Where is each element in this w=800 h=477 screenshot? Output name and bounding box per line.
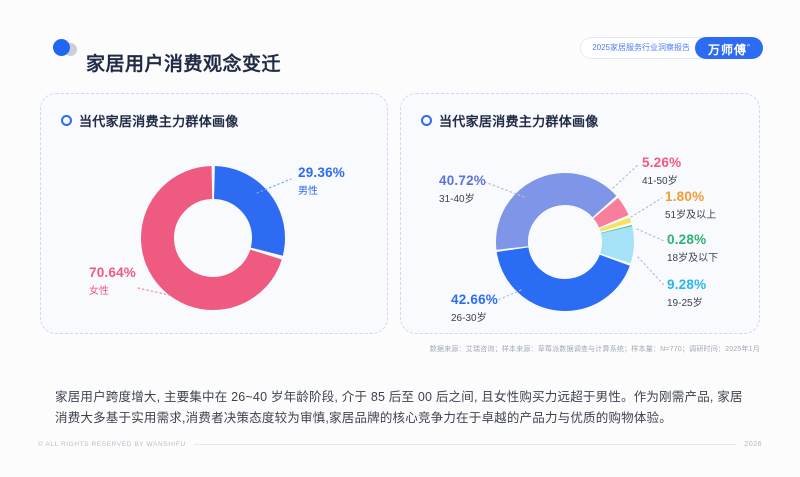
label-19-25: 9.28% 19-25岁 <box>667 277 706 309</box>
header-badge: 2025家居服务行业洞察报告 万师傅” <box>580 37 763 59</box>
label-male: 29.36% 男性 <box>298 165 345 197</box>
report-name-pill: 2025家居服务行业洞察报告 <box>580 37 711 59</box>
card-header: 当代家居消费主力群体画像 <box>421 111 599 130</box>
label-under-18: 0.28% 18岁及以下 <box>667 232 718 264</box>
percent-value: 0.28% <box>667 232 707 247</box>
label-51-plus: 1.80% 51岁及以上 <box>665 189 716 221</box>
percent-value: 42.66% <box>451 292 498 307</box>
card-title: 当代家居消费主力群体画像 <box>439 114 599 129</box>
segment-name: 18岁及以下 <box>667 253 719 264</box>
segment-name: 41-50岁 <box>642 176 678 187</box>
percent-value: 5.26% <box>642 155 682 170</box>
card-header: 当代家居消费主力群体画像 <box>61 111 239 130</box>
gender-chart-card: 当代家居消费主力群体画像 29.36% 男性 70.64% 女性 <box>40 93 388 334</box>
percent-value: 29.36% <box>298 165 345 180</box>
page-title: 家居用户消费观念变迁 <box>86 53 282 75</box>
footer-divider <box>193 444 737 445</box>
label-26-30: 42.66% 26-30岁 <box>451 292 498 324</box>
percent-value: 9.28% <box>667 277 707 292</box>
percent-value: 40.72% <box>439 173 486 188</box>
brand-name: 万师傅 <box>707 43 747 57</box>
label-41-50: 5.26% 41-50岁 <box>642 155 681 187</box>
percent-value: 70.64% <box>89 265 136 280</box>
page-footer: © ALL RIGHTS RESERVED BY WANSHIFU 2026 <box>38 441 762 448</box>
summary-paragraph: 家居用户跨度增大, 主要集中在 26~40 岁年龄阶段, 介于 85 后至 00… <box>55 389 743 426</box>
segment-name: 19-25岁 <box>667 298 703 309</box>
footer-year: 2026 <box>744 441 762 448</box>
ring-bullet-icon <box>61 115 72 126</box>
gender-donut-chart <box>141 166 285 310</box>
segment-name: 女性 <box>89 286 109 297</box>
ring-bullet-icon <box>421 115 432 126</box>
segment-name: 26-30岁 <box>451 313 487 324</box>
data-source-note: 数据来源：艾瑞咨询；样本来源：草莓派数据调查与计算系统；样本量：N=770；调研… <box>429 346 760 353</box>
percent-value: 1.80% <box>665 189 705 204</box>
label-31-40: 40.72% 31-40岁 <box>439 173 486 205</box>
segment-name: 男性 <box>298 186 318 197</box>
age-donut-chart <box>496 173 634 311</box>
segment-name: 31-40岁 <box>439 194 475 205</box>
segment-name: 51岁及以上 <box>665 210 717 221</box>
title-bullet-icon <box>53 39 79 57</box>
brand-logo-pill: 万师傅” <box>694 37 763 59</box>
card-title: 当代家居消费主力群体画像 <box>79 114 239 129</box>
bullet-blue-dot <box>53 39 70 56</box>
age-chart-card: 当代家居消费主力群体画像 40.72% 31-40岁 5.26% 41-50岁 … <box>400 93 760 334</box>
copyright-text: © ALL RIGHTS RESERVED BY WANSHIFU <box>38 441 186 448</box>
label-female: 70.64% 女性 <box>89 265 136 297</box>
brand-trademark: ” <box>747 45 750 51</box>
